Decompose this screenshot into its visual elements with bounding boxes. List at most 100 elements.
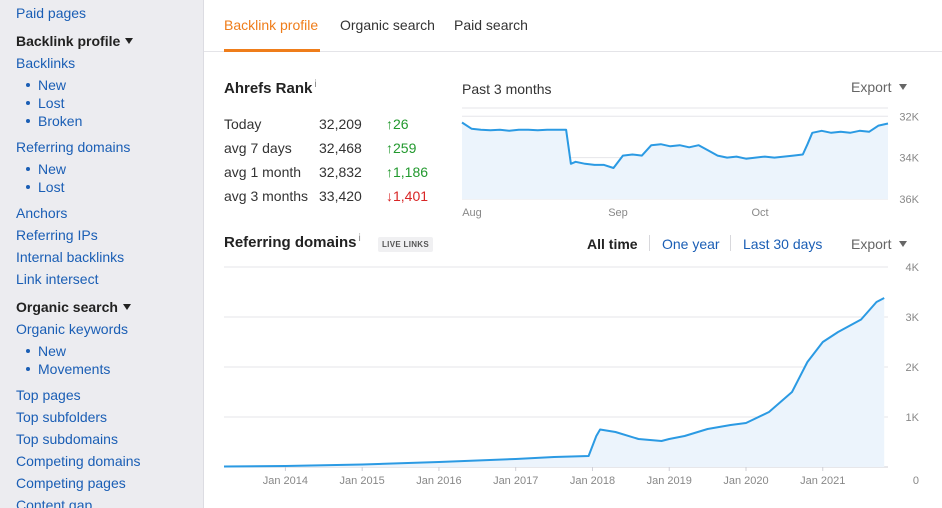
sidebar-section-backlink-profile[interactable]: Backlink profile <box>16 32 134 50</box>
sidebar-subitem-label: Broken <box>38 113 83 129</box>
active-tab-indicator <box>224 49 320 52</box>
tab-paid-search[interactable]: Paid search <box>454 17 528 33</box>
y-tick-label: 3K <box>906 312 920 324</box>
rank-delta: ↑26 <box>386 116 409 132</box>
referring-domains-title-text: Referring domains <box>224 234 357 251</box>
x-tick-label: Jan 2017 <box>493 475 538 487</box>
sidebar-item-competing-pages[interactable]: Competing pages <box>16 475 126 491</box>
sidebar-item-backlinks[interactable]: Backlinks <box>16 55 76 71</box>
rank-value: 32,468 <box>319 140 362 156</box>
range-all-time[interactable]: All time <box>587 236 638 252</box>
rank-label: Today <box>224 116 262 132</box>
sidebar-item-organic-keywords[interactable]: Organic keywords <box>16 321 129 337</box>
export-label: Export <box>851 236 892 252</box>
referring-domains-series-line <box>223 297 885 468</box>
y-tick-label: 1K <box>906 412 920 424</box>
arrow-down-icon: ↓ <box>386 188 393 204</box>
x-tick-label: Jan 2016 <box>416 475 461 487</box>
range-divider <box>649 235 650 251</box>
sidebar-item-content-gap[interactable]: Content gap <box>16 497 93 508</box>
sidebar-subitem-backlinks-lost[interactable]: Lost <box>26 94 64 112</box>
x-tick-label: Sep <box>608 207 628 219</box>
x-tick-label: Jan 2018 <box>570 475 615 487</box>
sidebar-item-link-intersect[interactable]: Link intersect <box>16 271 99 287</box>
bullet-icon <box>26 83 30 87</box>
rank-delta: ↑259 <box>386 140 416 156</box>
x-tick-label: Aug <box>462 207 482 219</box>
sidebar-subitem-backlinks-broken[interactable]: Broken <box>26 112 82 130</box>
sidebar-item-anchors[interactable]: Anchors <box>16 205 68 221</box>
sidebar-section-label: Backlink profile <box>16 33 121 49</box>
sidebar-subitem-label: New <box>38 161 67 177</box>
sidebar-subitem-ok-movements[interactable]: Movements <box>26 360 110 378</box>
live-links-badge[interactable]: LIVE LINKS <box>378 237 434 252</box>
range-last-30-days[interactable]: Last 30 days <box>743 236 823 252</box>
rank-delta-value: 1,401 <box>393 188 429 204</box>
info-icon[interactable]: i <box>358 233 361 244</box>
bullet-icon <box>26 167 30 171</box>
sidebar-section-organic-search[interactable]: Organic search <box>16 298 131 316</box>
sidebar-subitem-label: Lost <box>38 95 65 111</box>
y-tick-label: 2K <box>906 362 920 374</box>
sidebar-subitem-ok-new[interactable]: New <box>26 342 66 360</box>
x-tick-label: Jan 2015 <box>340 475 385 487</box>
sidebar-subitem-label: New <box>38 77 67 93</box>
sidebar-subitem-rd-lost[interactable]: Lost <box>26 178 64 196</box>
caret-down-icon <box>899 84 908 90</box>
rank-value: 33,420 <box>319 188 362 204</box>
sidebar-section-label: Organic search <box>16 299 118 315</box>
bullet-icon <box>26 101 30 105</box>
x-tick-label: Jan 2019 <box>647 475 692 487</box>
rank-value: 32,209 <box>319 116 362 132</box>
arrow-up-icon: ↑ <box>386 116 393 132</box>
rank-value: 32,832 <box>319 164 362 180</box>
caret-down-icon <box>899 241 908 247</box>
sidebar-subitem-label: Movements <box>38 361 111 377</box>
x-tick-label: Oct <box>751 207 768 219</box>
referring-domains-chart: 0 1K 2K 3K 4K Jan 2014 Jan 2015 Jan 2016 Jan 201… <box>223 262 920 487</box>
rank-chart-subtitle: Past 3 months <box>462 81 552 97</box>
bullet-icon <box>26 367 30 371</box>
sidebar-item-internal-backlinks[interactable]: Internal backlinks <box>16 249 125 265</box>
export-label: Export <box>851 79 892 95</box>
sidebar-subitem-label: New <box>38 343 67 359</box>
area-fill <box>462 122 888 199</box>
bullet-icon <box>26 185 30 189</box>
sidebar-item-referring-domains[interactable]: Referring domains <box>16 139 131 155</box>
x-tick-label: Jan 2021 <box>800 475 845 487</box>
rank-delta: ↓1,401 <box>386 188 428 204</box>
caret-down-icon <box>125 38 134 44</box>
ahrefs-rank-title-text: Ahrefs Rank <box>224 80 313 97</box>
info-icon[interactable]: i <box>314 79 317 90</box>
rank-delta-value: 26 <box>393 116 409 132</box>
tab-bar: Backlink profile Organic search Paid sea… <box>204 0 942 52</box>
sidebar-item-top-subfolders[interactable]: Top subfolders <box>16 409 108 425</box>
main-panel: Backlink profile Organic search Paid sea… <box>204 0 942 508</box>
arrow-up-icon: ↑ <box>386 140 393 156</box>
y-tick-label: 32K <box>899 111 919 123</box>
range-one-year[interactable]: One year <box>662 236 720 252</box>
sidebar-item-referring-ips[interactable]: Referring IPs <box>16 227 98 243</box>
rank-label: avg 7 days <box>224 140 292 156</box>
sidebar-item-top-pages[interactable]: Top pages <box>16 387 81 403</box>
sidebar-item-competing-domains[interactable]: Competing domains <box>16 453 141 469</box>
tab-backlink-profile[interactable]: Backlink profile <box>224 17 319 33</box>
sidebar-item-paid-pages[interactable]: Paid pages <box>16 5 87 21</box>
y-tick-label: 36K <box>899 194 919 206</box>
y-tick-label: 34K <box>899 153 919 165</box>
bullet-icon <box>26 119 30 123</box>
ahrefs-rank-title: Ahrefs Rank i <box>224 79 317 97</box>
x-tick-label: Jan 2014 <box>263 475 308 487</box>
arrow-up-icon: ↑ <box>386 164 393 180</box>
rank-export-dropdown[interactable]: Export <box>851 79 908 95</box>
sidebar-item-top-subdomains[interactable]: Top subdomains <box>16 431 118 447</box>
rank-delta-value: 1,186 <box>393 164 429 180</box>
y-tick-label: 0 <box>913 475 919 487</box>
tab-organic-search[interactable]: Organic search <box>340 17 435 33</box>
rd-export-dropdown[interactable]: Export <box>851 236 908 252</box>
sidebar-subitem-rd-new[interactable]: New <box>26 160 66 178</box>
rank-label: avg 3 months <box>224 188 309 204</box>
sidebar-subitem-backlinks-new[interactable]: New <box>26 76 66 94</box>
area-fill <box>224 298 885 467</box>
y-tick-label: 4K <box>906 262 920 274</box>
